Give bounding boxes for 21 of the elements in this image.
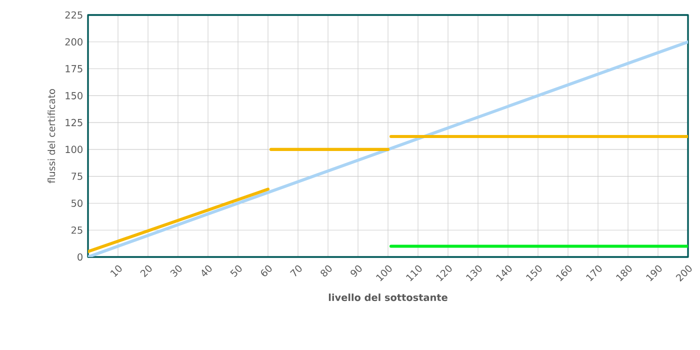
y-tick-label: 0 bbox=[78, 253, 82, 261]
y-axis-title: flussi del certificato bbox=[48, 89, 56, 184]
y-tick-label: 100 bbox=[66, 146, 82, 154]
x-tick-label: 90 bbox=[350, 265, 362, 277]
y-tick-label: 50 bbox=[72, 200, 82, 207]
y-tick-label: 200 bbox=[65, 38, 82, 46]
x-tick-label: 20 bbox=[140, 265, 152, 278]
y-tick-label: 125 bbox=[66, 118, 82, 126]
x-tick-label: 50 bbox=[230, 265, 242, 278]
y-tick-label: 225 bbox=[65, 11, 82, 19]
y-tick-label: 150 bbox=[66, 92, 82, 100]
y-tick-label: 175 bbox=[66, 65, 82, 72]
x-tick-label: 30 bbox=[170, 265, 182, 278]
y-tick-label: 25 bbox=[72, 226, 82, 234]
x-tick-label: 80 bbox=[320, 265, 332, 277]
x-tick-label: 40 bbox=[202, 265, 212, 276]
x-tick-label: 70 bbox=[290, 265, 302, 276]
y-tick-label: 75 bbox=[72, 172, 82, 180]
x-axis-title: livello del sottostante bbox=[328, 294, 448, 302]
x-tick-label: 10 bbox=[110, 265, 122, 277]
x-tick-label: 60 bbox=[261, 265, 272, 276]
